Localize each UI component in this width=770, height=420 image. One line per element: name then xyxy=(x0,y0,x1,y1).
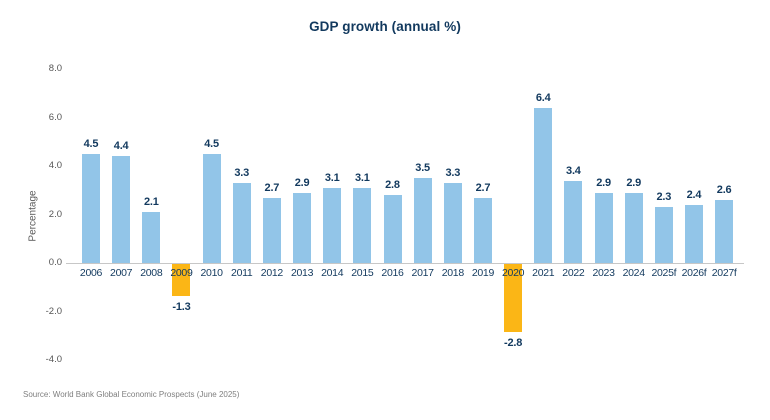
x-tick-label: 2006 xyxy=(79,267,103,279)
bar-value-label: 3.3 xyxy=(234,166,250,179)
x-tick-label: 2016 xyxy=(381,267,404,279)
y-tick-label: 8.0 xyxy=(48,63,62,74)
bar-2017 xyxy=(413,178,432,263)
x-tick-label: 2027f xyxy=(711,267,737,279)
bar-2012 xyxy=(262,197,281,263)
x-tick-label: 2017 xyxy=(411,267,434,279)
x-tick-label: 2022 xyxy=(562,267,585,279)
bar-2019 xyxy=(473,197,492,263)
bar-2007 xyxy=(112,156,131,263)
bar-2018 xyxy=(443,182,462,263)
bar-value-label: 3.1 xyxy=(324,171,340,184)
bar-2021 xyxy=(534,107,553,263)
bar-2008 xyxy=(142,212,161,263)
chart-title: GDP growth (annual %) xyxy=(309,19,461,34)
x-tick-label: 2025f xyxy=(651,267,677,279)
bar-value-label: 4.5 xyxy=(204,137,219,150)
y-tick-label: 6.0 xyxy=(48,111,62,123)
bar-value-label: 4.4 xyxy=(113,140,129,153)
bar-value-label: 2.1 xyxy=(143,196,159,209)
bar-2023 xyxy=(594,192,613,263)
x-tick-label: 2024 xyxy=(622,267,645,279)
bar-value-label: 3.3 xyxy=(445,166,461,179)
bar-2025f xyxy=(654,207,673,263)
bar-2006 xyxy=(82,153,100,263)
bar-value-label: -1.3 xyxy=(172,300,191,313)
bar-2016 xyxy=(383,195,402,263)
bar-value-label: 2.9 xyxy=(626,176,642,189)
x-axis-line xyxy=(66,263,744,264)
y-tick-label: -2.0 xyxy=(45,305,62,317)
x-tick-label: 2023 xyxy=(592,267,615,279)
x-tick-label: 2015 xyxy=(351,267,374,279)
x-tick-label: 2018 xyxy=(441,267,464,279)
source-note: Source: World Bank Global Economic Prosp… xyxy=(23,390,240,399)
bar-value-label: 4.5 xyxy=(83,137,99,150)
x-tick-label: 2013 xyxy=(290,267,314,279)
bar-value-label: 3.4 xyxy=(566,164,581,177)
bar-2027f xyxy=(715,199,734,263)
x-tick-label: 2009 xyxy=(170,267,193,279)
x-tick-label: 2026f xyxy=(681,267,707,279)
y-tick-label: 4.0 xyxy=(48,160,62,171)
bar-2015 xyxy=(353,187,372,263)
bar-value-label: -2.8 xyxy=(504,336,523,349)
x-tick-label: 2012 xyxy=(260,267,283,279)
bar-value-label: 2.8 xyxy=(385,179,400,192)
x-tick-label: 2010 xyxy=(200,267,223,279)
x-tick-label: 2011 xyxy=(231,267,253,279)
bar-2026f xyxy=(685,204,703,263)
bar-value-label: 2.4 xyxy=(686,188,702,201)
x-tick-label: 2007 xyxy=(110,267,133,279)
bar-2013 xyxy=(293,192,312,263)
bar-value-label: 2.7 xyxy=(264,181,280,194)
bar-value-label: 6.4 xyxy=(535,91,551,104)
bar-2009 xyxy=(172,264,191,296)
bar-2011 xyxy=(232,182,251,263)
x-tick-label: 2019 xyxy=(471,267,495,279)
bar-2010 xyxy=(202,153,221,263)
bar-value-label: 2.7 xyxy=(475,181,491,194)
bar-value-label: 2.9 xyxy=(596,176,611,189)
bar-2024 xyxy=(624,192,643,263)
bar-2020 xyxy=(504,264,523,332)
bar-value-label: 3.5 xyxy=(415,162,430,175)
bar-value-label: 2.3 xyxy=(656,191,672,204)
bar-2014 xyxy=(323,187,342,263)
x-tick-label: 2021 xyxy=(532,267,555,279)
x-tick-label: 2014 xyxy=(321,267,344,279)
bar-value-label: 2.6 xyxy=(716,183,732,196)
y-tick-label: 2.0 xyxy=(48,208,62,220)
x-tick-label: 2020 xyxy=(502,267,525,279)
y-tick-label: 0.0 xyxy=(48,257,62,268)
x-tick-label: 2008 xyxy=(140,267,163,279)
bar-2022 xyxy=(564,180,583,263)
bar-value-label: 3.1 xyxy=(354,171,370,184)
bar-value-label: 2.9 xyxy=(294,176,310,189)
y-tick-label: -4.0 xyxy=(45,354,62,365)
